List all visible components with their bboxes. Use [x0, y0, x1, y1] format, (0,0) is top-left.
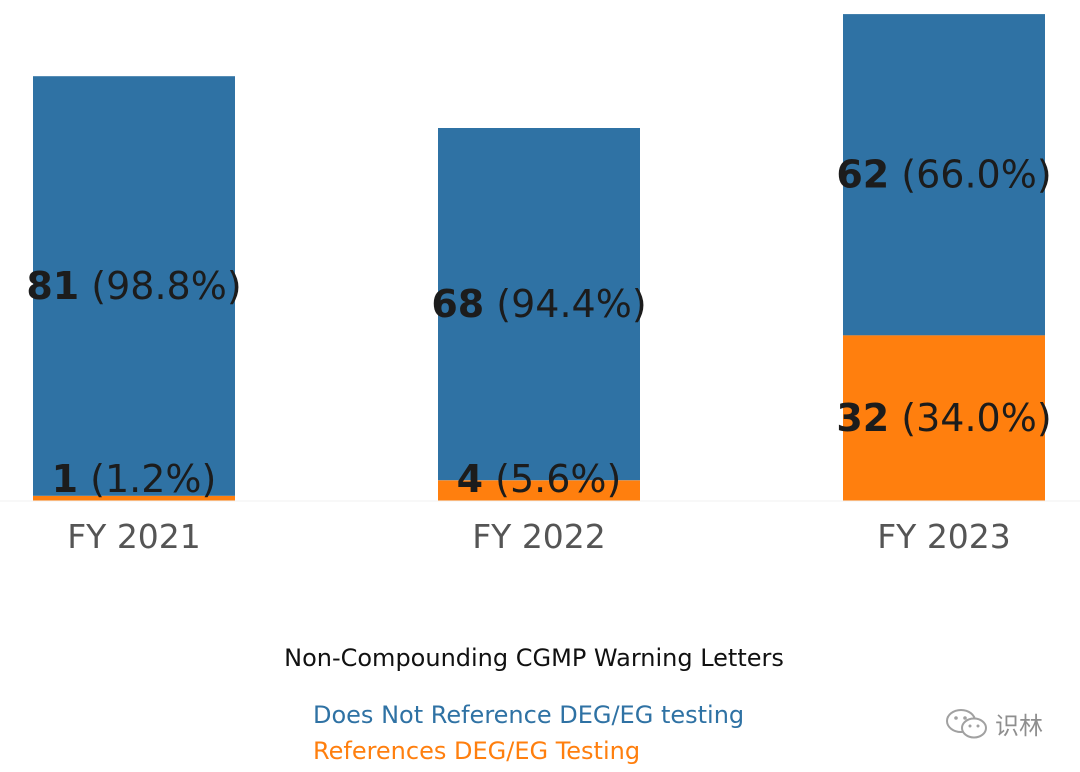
data-label-fy-2021-references: 1 (1.2%) — [52, 457, 217, 501]
bar-fy-2022-does-not-reference — [438, 128, 640, 481]
data-labels-group: 1 (1.2%) 81 (98.8%) 4 (5.6%) 68 (94.4%) 32 (… — [26, 153, 1051, 501]
data-label-fy-2022-does-not-reference: 68 (94.4%) — [431, 282, 646, 326]
watermark: 识林 — [945, 706, 1043, 741]
bar-fy-2021-does-not-reference — [33, 76, 235, 496]
watermark-text: 识林 — [995, 712, 1043, 740]
data-label-fy-2023-references: 32 (34.0%) — [836, 396, 1051, 440]
tick-label-fy-2021: FY 2021 — [67, 517, 201, 556]
bar-fy-2023-references — [843, 335, 1045, 501]
bar-fy-2021-references — [33, 495, 235, 501]
chart-title: Non-Compounding CGMP Warning Letters — [284, 644, 784, 672]
data-label-fy-2021-does-not-reference: 81 (98.8%) — [26, 264, 241, 308]
bar-fy-2022-references — [438, 480, 640, 501]
data-label-fy-2023-does-not-reference: 62 (66.0%) — [836, 153, 1051, 197]
wechat-icon — [946, 708, 987, 738]
bars-group — [33, 14, 1045, 501]
bar-fy-2023-does-not-reference — [843, 14, 1045, 336]
legend-item-does-not-reference: Does Not Reference DEG/EG testing — [313, 701, 745, 729]
legend-item-references: References DEG/EG Testing — [313, 737, 641, 765]
tick-label-fy-2023: FY 2023 — [877, 517, 1011, 556]
tick-label-fy-2022: FY 2022 — [472, 517, 606, 556]
x-axis-ticks: FY 2021 FY 2022 FY 2023 — [67, 517, 1011, 556]
legend: Does Not Reference DEG/EG testing Refere… — [313, 697, 744, 769]
data-label-fy-2022-references: 4 (5.6%) — [457, 457, 622, 501]
